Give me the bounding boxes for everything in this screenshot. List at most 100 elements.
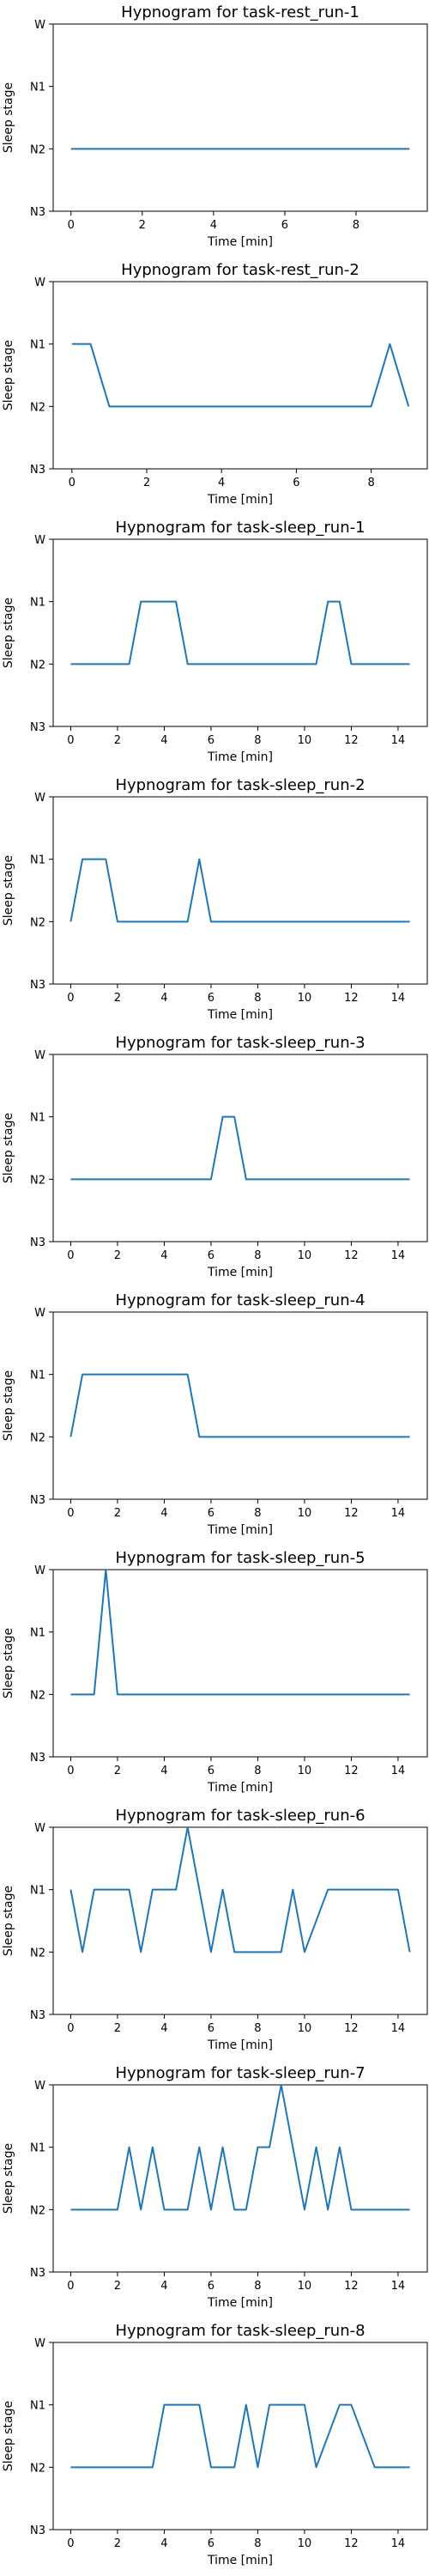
y-tick-label: N2 bbox=[30, 916, 45, 929]
y-tick-label: W bbox=[34, 1049, 45, 1062]
x-tick-label: 8 bbox=[254, 2537, 261, 2550]
y-tick-label: W bbox=[34, 276, 45, 289]
x-tick-label: 12 bbox=[344, 1507, 359, 1520]
plot-frame bbox=[53, 1570, 427, 1757]
x-tick-label: 10 bbox=[298, 1507, 312, 1520]
chart-title: Hypnogram for task-sleep_run-5 bbox=[115, 1549, 365, 1567]
hypnogram-chart: Hypnogram for task-sleep_run-2 W N1 N2 N3 0 2 4… bbox=[0, 773, 429, 1030]
y-tick-label: N3 bbox=[30, 1236, 45, 1249]
x-tick-label: 12 bbox=[344, 2280, 359, 2293]
y-tick-label: N3 bbox=[30, 2009, 45, 2022]
hypnogram-chart: Hypnogram for task-sleep_run-3 W N1 N2 N3 0 2 4… bbox=[0, 1030, 429, 1288]
x-tick-label: 0 bbox=[67, 1507, 74, 1520]
x-tick-label: 4 bbox=[160, 2022, 167, 2035]
x-tick-label: 2 bbox=[114, 1249, 121, 1262]
x-tick-label: 6 bbox=[208, 1249, 214, 1262]
x-tick-label: 2 bbox=[139, 219, 146, 232]
x-tick-label: 4 bbox=[160, 1765, 167, 1777]
hypnogram-chart: Hypnogram for task-sleep_run-4WN1N2N30 2 4… bbox=[0, 1288, 429, 1546]
y-axis-label: Sleep stage bbox=[2, 1628, 15, 1698]
x-tick-label: 14 bbox=[391, 2022, 406, 2035]
x-tick-label: 4 bbox=[160, 2280, 167, 2293]
y-tick-label: N1 bbox=[30, 2400, 45, 2413]
y-axis-label: Sleep stage bbox=[2, 82, 15, 153]
hypnogram-chart: Hypnogram for task-rest_run-2 W N1 N2 N3 0 2 4 6… bbox=[0, 258, 429, 515]
chart-title: Hypnogram for task-sleep_run-1 bbox=[115, 519, 365, 537]
y-tick-label: W bbox=[34, 1822, 45, 1835]
x-axis-label: Time [min] bbox=[207, 1523, 273, 1537]
chart-title: Hypnogram for task-sleep_run-3 bbox=[115, 1034, 365, 1052]
y-tick-label: N1 bbox=[30, 82, 45, 94]
x-tick-label: 12 bbox=[344, 1765, 359, 1777]
x-tick-label: 2 bbox=[114, 2022, 121, 2035]
x-tick-label: 4 bbox=[210, 219, 217, 232]
x-tick-label: 14 bbox=[391, 1249, 406, 1262]
x-tick-label: 6 bbox=[281, 219, 288, 232]
chart-title: Hypnogram for task-sleep_run-8 bbox=[115, 2322, 365, 2340]
plot-frame bbox=[53, 24, 427, 211]
x-tick-label: 2 bbox=[114, 734, 121, 747]
y-axis-label: Sleep stage bbox=[2, 340, 15, 410]
x-tick-label: 10 bbox=[298, 734, 312, 747]
y-tick-label: W bbox=[34, 2337, 45, 2350]
x-tick-label: 12 bbox=[344, 1249, 359, 1262]
x-axis-label: Time [min] bbox=[207, 750, 273, 764]
plot-frame bbox=[53, 1312, 427, 1499]
y-tick-label: W bbox=[34, 2080, 45, 2093]
hypnogram-line bbox=[70, 860, 409, 922]
x-tick-label: 2 bbox=[114, 2280, 121, 2293]
hypnogram-chart: Hypnogram for task-sleep_run-8WN1N2N30 2 4… bbox=[0, 2318, 429, 2576]
x-tick-label: 8 bbox=[254, 734, 261, 747]
x-tick-label: 10 bbox=[298, 1249, 312, 1262]
y-tick-label: N1 bbox=[30, 1885, 45, 1898]
x-tick-label: 2 bbox=[114, 1765, 121, 1777]
plot-frame bbox=[53, 2085, 427, 2272]
x-tick-label: 10 bbox=[298, 2022, 312, 2035]
x-axis-label: Time [min] bbox=[207, 2296, 273, 2310]
x-tick-label: 6 bbox=[208, 2537, 214, 2550]
x-tick-label: 8 bbox=[254, 1765, 261, 1777]
y-tick-label: N1 bbox=[30, 854, 45, 867]
hypnogram-line bbox=[70, 1375, 409, 1437]
y-tick-label: N2 bbox=[30, 1431, 45, 1444]
x-tick-label: 14 bbox=[391, 1507, 406, 1520]
x-tick-label: 6 bbox=[208, 2022, 214, 2035]
x-tick-label: 12 bbox=[344, 2537, 359, 2550]
hypnogram-line bbox=[70, 1570, 409, 1694]
hypnogram-line bbox=[70, 1827, 409, 1952]
y-axis-label: Sleep stage bbox=[2, 2143, 15, 2214]
hypnogram-chart: Hypnogram for task-sleep_run-5 W N1 N2 N3 0 2 4… bbox=[0, 1546, 429, 1803]
x-tick-label: 2 bbox=[114, 2537, 121, 2550]
y-tick-label: N2 bbox=[30, 2204, 45, 2217]
y-tick-label: N1 bbox=[30, 339, 45, 352]
x-tick-label: 8 bbox=[254, 2280, 261, 2293]
x-tick-label: 2 bbox=[114, 1507, 121, 1520]
x-tick-label: 8 bbox=[254, 1249, 261, 1262]
x-axis-label: Time [min] bbox=[207, 2038, 273, 2052]
hypnogram-line bbox=[70, 2405, 409, 2468]
x-tick-label: 10 bbox=[298, 2280, 312, 2293]
y-tick-label: W bbox=[34, 534, 45, 547]
hypnogram-chart: Hypnogram for task-sleep_run-7 W N1 N2 N3 0 2 4… bbox=[0, 2061, 429, 2318]
x-axis-label: Time [min] bbox=[207, 1266, 273, 1279]
hypnogram-chart: Hypnogram for task-sleep_run-6WN1N2N30 2 4… bbox=[0, 1803, 429, 2061]
y-axis-label: Sleep stage bbox=[2, 598, 15, 668]
plot-frame bbox=[53, 1827, 427, 2014]
y-tick-label: N3 bbox=[30, 2267, 45, 2280]
y-axis-label: Sleep stage bbox=[2, 855, 15, 926]
x-tick-label: 10 bbox=[298, 1765, 312, 1777]
x-axis-label: Time [min] bbox=[207, 1781, 273, 1795]
x-tick-label: 10 bbox=[298, 2537, 312, 2550]
x-tick-label: 0 bbox=[67, 2022, 74, 2035]
hypnogram-line bbox=[72, 344, 408, 407]
x-tick-label: 14 bbox=[391, 2537, 406, 2550]
x-tick-label: 4 bbox=[218, 477, 225, 489]
y-tick-label: N3 bbox=[30, 721, 45, 734]
hypnogram-chart: Hypnogram for task-sleep_run-1 W N1 N2 N3 0 2 4… bbox=[0, 515, 429, 773]
x-tick-label: 6 bbox=[208, 1765, 214, 1777]
plot-frame bbox=[53, 282, 427, 469]
chart-title: Hypnogram for task-sleep_run-2 bbox=[115, 776, 365, 794]
hypnogram-chart: Hypnogram for task-rest_run-1 W N1 N2 N3 0 2 4 6… bbox=[0, 0, 429, 258]
y-tick-label: N2 bbox=[30, 1947, 45, 1959]
x-tick-label: 4 bbox=[160, 734, 167, 747]
